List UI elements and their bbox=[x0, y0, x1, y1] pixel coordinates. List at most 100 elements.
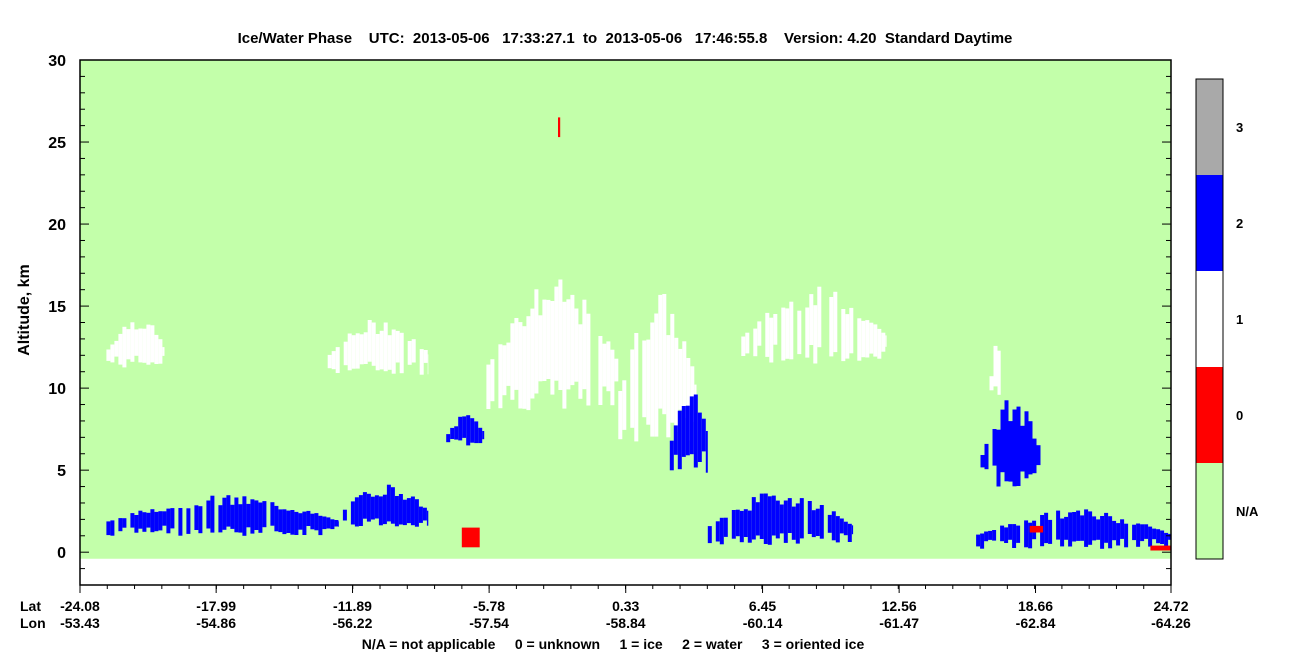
water-cell bbox=[843, 521, 848, 536]
lat-tick-label: 24.72 bbox=[1153, 598, 1188, 614]
lat-row-label: Lat bbox=[20, 598, 41, 614]
ice-cell bbox=[690, 366, 695, 422]
water-cell bbox=[1104, 512, 1109, 543]
ice-cell bbox=[347, 333, 352, 371]
water-cell bbox=[1096, 519, 1101, 540]
ice-cell bbox=[586, 313, 591, 406]
ice-cell bbox=[387, 335, 392, 370]
ice-cell bbox=[423, 350, 428, 363]
water-cell bbox=[1076, 510, 1081, 541]
ice-cell bbox=[502, 345, 507, 396]
ice-cell bbox=[805, 307, 810, 358]
colorbar-frame bbox=[1195, 78, 1224, 560]
water-cell bbox=[827, 514, 832, 533]
ice-cell bbox=[331, 351, 336, 370]
water-cell bbox=[446, 434, 451, 443]
ice-cell bbox=[849, 307, 854, 354]
water-cell bbox=[851, 525, 854, 535]
ice-cell bbox=[574, 308, 579, 382]
water-cell bbox=[992, 530, 997, 541]
water-cell bbox=[1036, 445, 1041, 466]
water-cell bbox=[1168, 533, 1171, 540]
water-cell bbox=[1004, 527, 1009, 543]
water-cell bbox=[110, 520, 115, 536]
colorbar-label: N/A bbox=[1236, 504, 1259, 519]
ice-cell bbox=[881, 332, 886, 352]
colorbar-swatch bbox=[1196, 367, 1223, 463]
water-cell bbox=[697, 412, 702, 462]
ice-cell bbox=[530, 308, 535, 399]
water-cell bbox=[707, 526, 712, 544]
ice-cell bbox=[142, 328, 147, 363]
ice-cell bbox=[498, 344, 503, 409]
ice-cell bbox=[562, 301, 567, 409]
unknown-cell bbox=[1029, 525, 1044, 533]
ice-cell bbox=[877, 328, 882, 359]
water-cell bbox=[1008, 421, 1013, 482]
ice-cell bbox=[146, 324, 151, 365]
ice-cell bbox=[514, 318, 519, 390]
water-cell bbox=[342, 509, 347, 521]
water-cell bbox=[398, 494, 403, 525]
water-cell bbox=[723, 517, 728, 537]
water-cell bbox=[294, 511, 299, 535]
water-cell bbox=[689, 396, 694, 455]
na-region bbox=[80, 60, 1171, 559]
ice-cell bbox=[841, 309, 846, 362]
water-cell bbox=[318, 515, 323, 536]
water-cell bbox=[154, 511, 159, 532]
water-cell bbox=[234, 497, 239, 533]
ice-cell bbox=[506, 342, 511, 386]
colorbar: 3 2 1 0 N/A bbox=[1195, 78, 1259, 560]
water-cell bbox=[980, 533, 985, 549]
ice-cell bbox=[809, 294, 814, 345]
ice-cell bbox=[865, 320, 870, 358]
lon-tick-label: -62.84 bbox=[1016, 615, 1056, 631]
water-cell bbox=[142, 512, 147, 532]
water-cell bbox=[370, 496, 375, 520]
water-cell bbox=[466, 415, 471, 446]
ice-cell bbox=[363, 332, 368, 364]
water-cell bbox=[206, 500, 211, 529]
water-cell bbox=[759, 493, 764, 539]
ice-cell bbox=[566, 299, 571, 390]
water-cell bbox=[811, 510, 816, 538]
ice-cell bbox=[997, 350, 1001, 395]
water-cell bbox=[1116, 523, 1121, 546]
water-cell bbox=[366, 493, 371, 522]
ice-cell bbox=[526, 316, 531, 411]
water-cell bbox=[1012, 409, 1017, 487]
water-cell bbox=[482, 431, 485, 440]
water-cell bbox=[290, 510, 295, 535]
water-cell bbox=[322, 516, 327, 530]
water-cell bbox=[747, 510, 752, 543]
water-cell bbox=[218, 505, 223, 533]
water-cell bbox=[735, 509, 740, 537]
water-cell bbox=[1160, 530, 1165, 544]
water-cell bbox=[454, 426, 459, 440]
water-cell bbox=[258, 502, 263, 533]
water-cell bbox=[198, 506, 203, 534]
ice-cell bbox=[833, 291, 838, 353]
ice-cell bbox=[670, 313, 675, 423]
ice-cell bbox=[154, 334, 159, 364]
ice-cell bbox=[646, 339, 651, 425]
ice-cell bbox=[678, 348, 683, 410]
ice-cell bbox=[993, 345, 998, 387]
ice-cell bbox=[797, 310, 802, 355]
water-cell bbox=[980, 455, 985, 468]
water-cell bbox=[835, 516, 840, 543]
ice-cell bbox=[654, 313, 659, 437]
water-cell bbox=[474, 421, 479, 444]
water-cell bbox=[462, 416, 467, 438]
water-cell bbox=[410, 496, 415, 526]
ice-cell bbox=[741, 336, 746, 356]
y-tick-label: 30 bbox=[48, 53, 66, 70]
water-cell bbox=[1120, 519, 1125, 539]
water-cell bbox=[1016, 525, 1021, 543]
ice-cell bbox=[343, 341, 348, 366]
water-cell bbox=[1164, 532, 1169, 548]
y-tick-label: 20 bbox=[48, 217, 66, 234]
ice-cell bbox=[885, 335, 887, 347]
ice-cell bbox=[845, 314, 850, 359]
